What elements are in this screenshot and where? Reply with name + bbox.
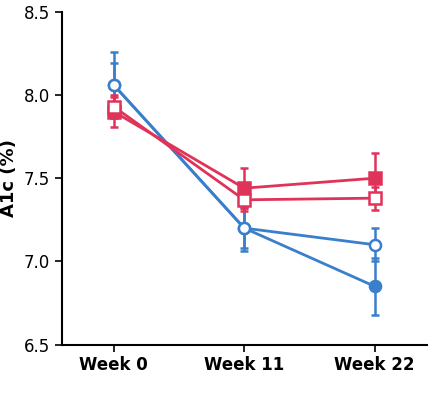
Y-axis label: A1c (%): A1c (%) (0, 139, 18, 217)
